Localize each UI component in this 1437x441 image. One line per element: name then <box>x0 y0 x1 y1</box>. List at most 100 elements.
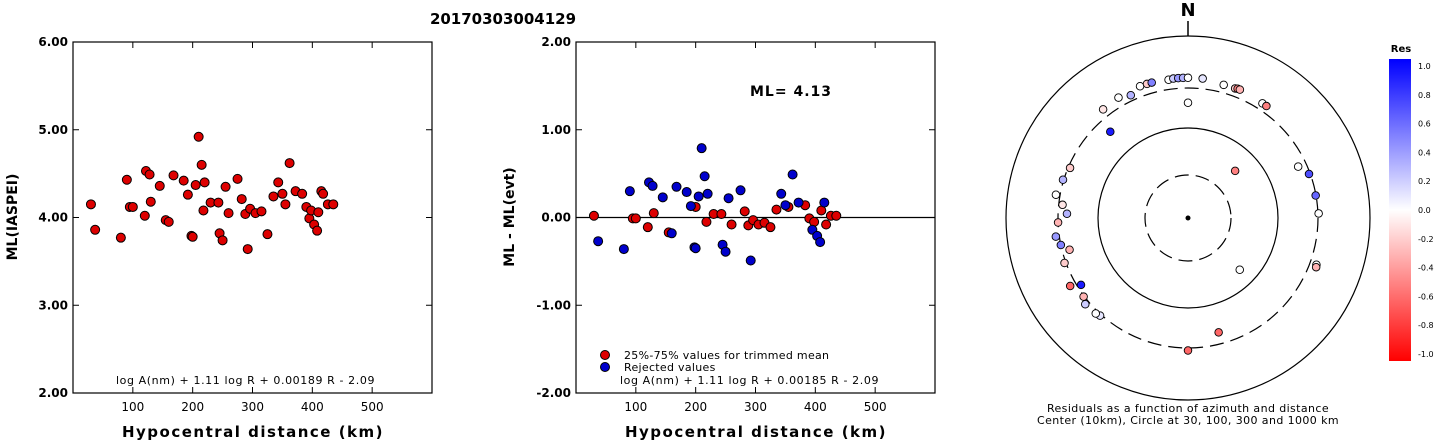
x-tick-label: 100 <box>624 400 647 414</box>
station-marker <box>1304 169 1314 179</box>
y-axis-label: ML(IASPEI) <box>5 174 21 261</box>
station-marker <box>1058 200 1067 210</box>
station-marker <box>1060 258 1069 268</box>
data-point <box>671 181 682 192</box>
station-marker <box>1076 280 1086 290</box>
station-marker <box>1235 265 1244 274</box>
x-tick-label: 500 <box>361 400 384 414</box>
data-point <box>793 197 804 208</box>
x-tick-label: 300 <box>241 400 264 414</box>
station-marker <box>1098 105 1108 114</box>
data-point <box>220 181 231 192</box>
plot-frame <box>72 41 433 394</box>
data-point <box>765 222 776 233</box>
data-point <box>242 244 253 255</box>
colorbar-tick-label: 0.8 <box>1418 91 1431 100</box>
legend-label-trimmed: 25%-75% values for trimmed mean <box>624 349 829 362</box>
ml-scatter-panel: 100 200 300 400 500 2.00 3.00 4.00 5.00 6.00 Hypo… <box>5 35 433 441</box>
x-tick-label: 500 <box>864 400 887 414</box>
data-point <box>657 192 668 203</box>
data-point <box>815 237 826 248</box>
data-point <box>193 131 204 142</box>
colorbar-tick-label: -0.6 <box>1418 292 1434 301</box>
data-point <box>262 229 273 240</box>
caption-line-2: Center (10km), Circle at 30, 100, 300 an… <box>1037 414 1339 427</box>
data-point <box>139 210 150 221</box>
station-marker <box>1293 162 1303 171</box>
data-point <box>819 197 830 208</box>
data-point <box>681 187 692 198</box>
data-point <box>312 225 323 236</box>
data-point <box>168 170 179 181</box>
data-point <box>154 180 165 191</box>
data-point <box>280 199 291 210</box>
station-marker <box>1314 209 1323 218</box>
y-tick-label: 4.00 <box>38 211 68 225</box>
station-marker <box>1051 232 1061 241</box>
ml-annotation: ML= 4.13 <box>750 84 832 100</box>
x-axis-label: Hypocentral distance (km) <box>625 423 887 441</box>
data-point <box>236 194 247 205</box>
formula-text: log A(nm) + 1.11 log R + 0.00185 R - 2.0… <box>620 374 879 387</box>
station-marker <box>1183 346 1193 355</box>
y-tick-label: 3.00 <box>38 298 68 312</box>
station-marker <box>1091 309 1101 318</box>
station-marker <box>1183 98 1193 108</box>
data-point <box>723 193 734 204</box>
colorbar-tick-label: 0.4 <box>1418 148 1431 157</box>
station-marker <box>1235 85 1245 94</box>
data-point <box>115 232 126 243</box>
data-point <box>624 186 635 197</box>
data-point <box>313 207 324 218</box>
data-point <box>780 200 791 211</box>
y-tick-label: -2.00 <box>536 386 571 400</box>
data-point <box>739 206 750 217</box>
polar-residual-panel: N Residuals as a function of azimuth and… <box>1005 0 1371 427</box>
legend-marker-rejected <box>600 362 610 372</box>
data-point <box>328 199 339 210</box>
colorbar-tick-label: 1.0 <box>1418 62 1431 71</box>
station-marker <box>1058 175 1068 185</box>
station-marker <box>1079 292 1088 301</box>
data-point <box>693 191 704 202</box>
data-point <box>771 204 782 215</box>
data-point <box>196 159 207 170</box>
data-point <box>187 231 198 242</box>
data-point <box>232 173 243 184</box>
station-marker <box>1135 81 1145 91</box>
data-point <box>213 197 224 208</box>
y-tick-label: -1.00 <box>536 298 571 312</box>
data-point <box>831 210 842 221</box>
station-marker <box>1311 262 1321 272</box>
colorbar-tick-label: 0.6 <box>1418 120 1431 129</box>
data-point <box>223 208 234 219</box>
x-tick-label: 200 <box>181 400 204 414</box>
station-marker <box>1114 93 1123 102</box>
data-point <box>284 158 295 169</box>
caption-line-1: Residuals as a function of azimuth and d… <box>1047 402 1329 415</box>
data-point <box>642 222 653 233</box>
data-point <box>735 185 746 196</box>
station-marker <box>1126 91 1136 100</box>
x-tick-label: 400 <box>301 400 324 414</box>
station-marker <box>1147 78 1156 87</box>
colorbar-tick-label: 0.2 <box>1418 177 1431 186</box>
circle-30km <box>1144 174 1232 262</box>
station-marker <box>1081 299 1090 309</box>
data-point <box>699 171 710 182</box>
page-title: 20170303004129 <box>430 10 576 28</box>
data-point <box>256 206 267 217</box>
legend-marker-trimmed <box>600 350 610 360</box>
data-point <box>745 255 756 266</box>
data-point <box>588 210 599 221</box>
station-marker <box>1214 328 1223 337</box>
colorbar-tick-label: -1.0 <box>1418 350 1434 359</box>
y-tick-label: 2.00 <box>541 35 571 49</box>
colorbar-tick-label: 0.0 <box>1418 206 1431 215</box>
data-point <box>776 188 787 199</box>
station-marker <box>1065 281 1075 291</box>
data-point <box>720 246 731 257</box>
y-tick-label: 1.00 <box>541 123 571 137</box>
data-point <box>217 235 228 246</box>
data-point <box>121 174 132 185</box>
